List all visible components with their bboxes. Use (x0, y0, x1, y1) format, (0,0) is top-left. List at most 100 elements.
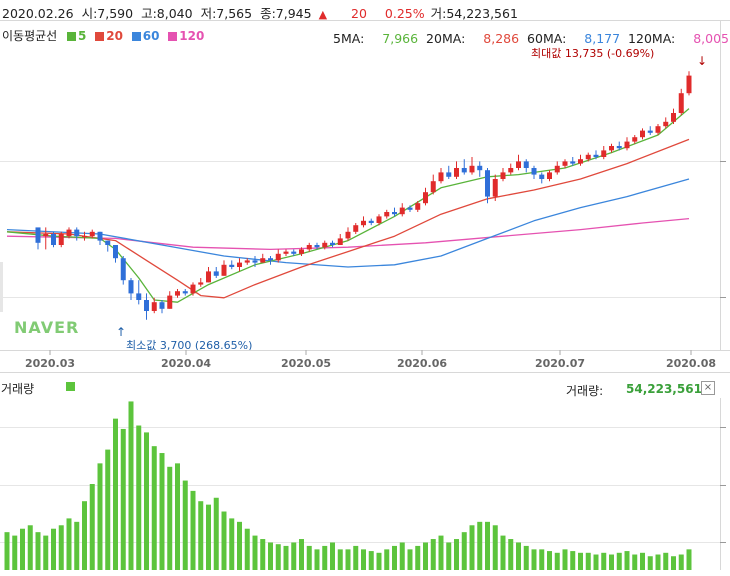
ohlc-bar: 2020.02.26 시:7,590 고:8,040 저:7,565 종:7,9… (2, 3, 518, 22)
volume-bar (144, 432, 149, 570)
candle-body (461, 168, 467, 173)
volume-bar (686, 549, 692, 570)
change-value: 20 (351, 6, 367, 21)
volume-bar (508, 539, 514, 570)
volume-bar (461, 532, 467, 570)
ma-item-5[interactable]: 5 (67, 29, 86, 43)
volume-bar (376, 552, 382, 570)
ma60-value-label: 60MA: (527, 31, 567, 46)
volume-bar (237, 521, 242, 570)
ma120-label: 120 (179, 29, 205, 43)
volume-bar (167, 466, 173, 570)
candle-body (547, 172, 552, 179)
candle-body (213, 271, 219, 276)
volume-bar (399, 542, 405, 570)
ma5-line (6, 108, 690, 303)
low-label: 저: (200, 6, 217, 21)
candle-body (113, 245, 118, 259)
volume-bar (128, 401, 134, 570)
volume-bar (97, 463, 103, 570)
x-tick-label: 2020.08 (666, 357, 716, 370)
candle-body (58, 234, 64, 245)
volume-bar (299, 539, 304, 570)
volume-bar (477, 521, 483, 570)
candle-body (368, 220, 374, 223)
candle-body (51, 234, 56, 245)
max-annotation: 최대값 13,735 (-0.69%) (531, 47, 655, 60)
candle-body (438, 172, 444, 182)
candle-body (105, 240, 111, 245)
volume-bar (120, 428, 126, 570)
ma20-line (6, 138, 690, 299)
candle-body (136, 293, 142, 300)
ma120-line (6, 217, 690, 251)
candle-body (554, 165, 560, 173)
volume-bar (260, 539, 266, 570)
candle-body (144, 300, 149, 311)
high-label: 고: (141, 6, 157, 21)
candle-body (66, 229, 72, 237)
volume-bar (578, 552, 583, 570)
volume-bar (361, 549, 366, 570)
volume-bar (485, 521, 490, 570)
ma-legend-title: 이동평균선 (2, 29, 58, 43)
close-label: 종: (260, 6, 276, 21)
volume-bar (182, 480, 188, 570)
volume-bar (206, 504, 211, 570)
volume-bar (353, 545, 359, 570)
ma60-line (6, 178, 690, 268)
x-tick-label: 2020.06 (397, 357, 447, 370)
volume-bar (244, 528, 250, 570)
candle-body (640, 130, 645, 138)
open-value: 7,590 (97, 6, 134, 21)
scroll-handle (0, 262, 3, 312)
candle-body (686, 75, 692, 94)
candle-body (570, 161, 576, 164)
naver-watermark: NAVER (14, 318, 80, 337)
candle-body (221, 264, 227, 276)
volume-bar (368, 551, 374, 570)
candle-body (500, 172, 506, 179)
volume-bar (74, 521, 80, 570)
candle-body (415, 203, 421, 210)
candle-body (492, 179, 498, 197)
volume-bar (314, 549, 320, 570)
ma5-label: 5 (78, 29, 87, 43)
candle-body (609, 146, 614, 151)
ma5-value-label: 5MA: (333, 31, 365, 46)
volume-bar (392, 545, 397, 570)
ma-item-20[interactable]: 20 (95, 29, 123, 43)
volume-bar (159, 453, 165, 570)
candle-body (345, 231, 351, 239)
candle-body (376, 216, 382, 223)
candle-body (593, 154, 599, 157)
volume-bar (82, 501, 87, 570)
volume-bar (500, 535, 506, 570)
volume-bar (593, 554, 599, 570)
candle-body (35, 227, 41, 243)
candle-body (314, 245, 320, 248)
volume-bar (221, 511, 227, 570)
candle-body (361, 220, 366, 226)
volume-panel-value: 54,223,561 (626, 382, 702, 396)
candle-body (485, 170, 490, 197)
ma-item-60[interactable]: 60 (131, 29, 159, 43)
candle-body (624, 141, 630, 149)
volume-bar (531, 549, 537, 570)
candle-body (477, 165, 483, 171)
volume-bar (175, 463, 180, 570)
ma5-value: 7,966 (382, 31, 419, 46)
volume-bar (438, 535, 444, 570)
volume-bar (671, 556, 676, 570)
candle-body (252, 260, 258, 263)
volume-bar (516, 542, 521, 570)
volume-bar (663, 552, 669, 570)
ma-item-120[interactable]: 120 (168, 29, 204, 43)
volume-bar (35, 532, 41, 570)
volume-value-label: 거래량: (566, 384, 604, 398)
candle-body (585, 154, 591, 160)
volume-bar (624, 551, 630, 570)
close-icon[interactable]: × (701, 381, 715, 395)
up-triangle-icon: ▲ (318, 8, 328, 21)
